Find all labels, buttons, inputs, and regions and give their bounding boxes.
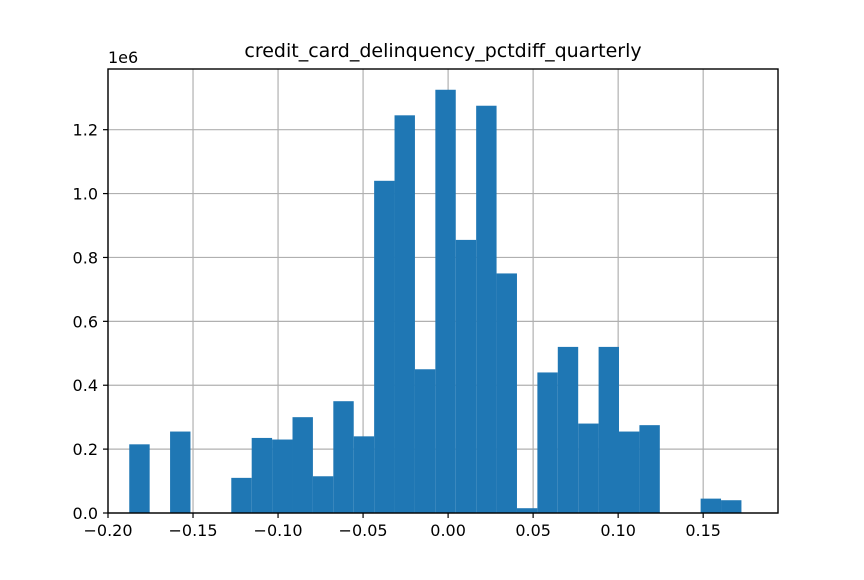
y-tick-label: 0.4: [73, 376, 98, 395]
histogram-bar: [170, 431, 191, 513]
histogram-bar: [374, 180, 395, 513]
x-tick-label: 0.10: [600, 521, 636, 540]
histogram-bar: [353, 436, 375, 513]
histogram-bar: [496, 273, 517, 513]
histogram-bar: [231, 477, 252, 513]
histogram-bar: [333, 401, 354, 513]
y-tick-label: 1.2: [73, 121, 98, 140]
axes-frame: [107, 68, 779, 514]
y-tick-label: 0.0: [73, 504, 98, 523]
histogram-bar: [598, 346, 620, 513]
x-tick-label: 0.15: [685, 521, 721, 540]
chart-title: credit_card_delinquency_pctdiff_quarterl…: [244, 40, 641, 62]
histogram-bar: [435, 89, 456, 514]
histogram-bar: [516, 508, 538, 513]
y-tick-label: 0.8: [73, 248, 98, 267]
x-tick-label: 0.05: [515, 521, 551, 540]
histogram-bar: [557, 346, 579, 513]
y-offset-label: 1e6: [108, 48, 138, 67]
x-tick-label: −0.10: [254, 521, 303, 540]
histogram-bar: [272, 439, 293, 513]
histogram-bar: [455, 239, 477, 513]
histogram-bar: [619, 431, 640, 513]
histogram-bar: [394, 115, 415, 514]
histogram-bar: [537, 372, 558, 513]
y-tick-label: 0.2: [73, 440, 98, 459]
histogram-bar: [578, 423, 599, 513]
histogram-bar: [312, 476, 334, 513]
histogram-bar: [721, 500, 742, 513]
y-tick-label: 1.0: [73, 185, 98, 204]
histogram-bar: [700, 498, 722, 513]
y-tick-label: 0.6: [73, 312, 98, 331]
bar-layer: [129, 89, 742, 514]
histogram-bar: [129, 444, 150, 513]
histogram-bar: [251, 437, 273, 513]
tick-layer: −0.20 −0.15 −0.10 −0.05 0.00 0.05 0.10 0.15 0.0 0…: [73, 121, 721, 540]
x-tick-label: 0.00: [430, 521, 466, 540]
x-tick-label: −0.15: [169, 521, 218, 540]
histogram-bar: [292, 417, 313, 513]
x-tick-label: −0.20: [83, 521, 132, 540]
histogram-bar: [414, 369, 436, 513]
histogram-bar: [476, 105, 497, 513]
histogram-bar: [639, 425, 660, 513]
x-tick-label: −0.05: [339, 521, 388, 540]
